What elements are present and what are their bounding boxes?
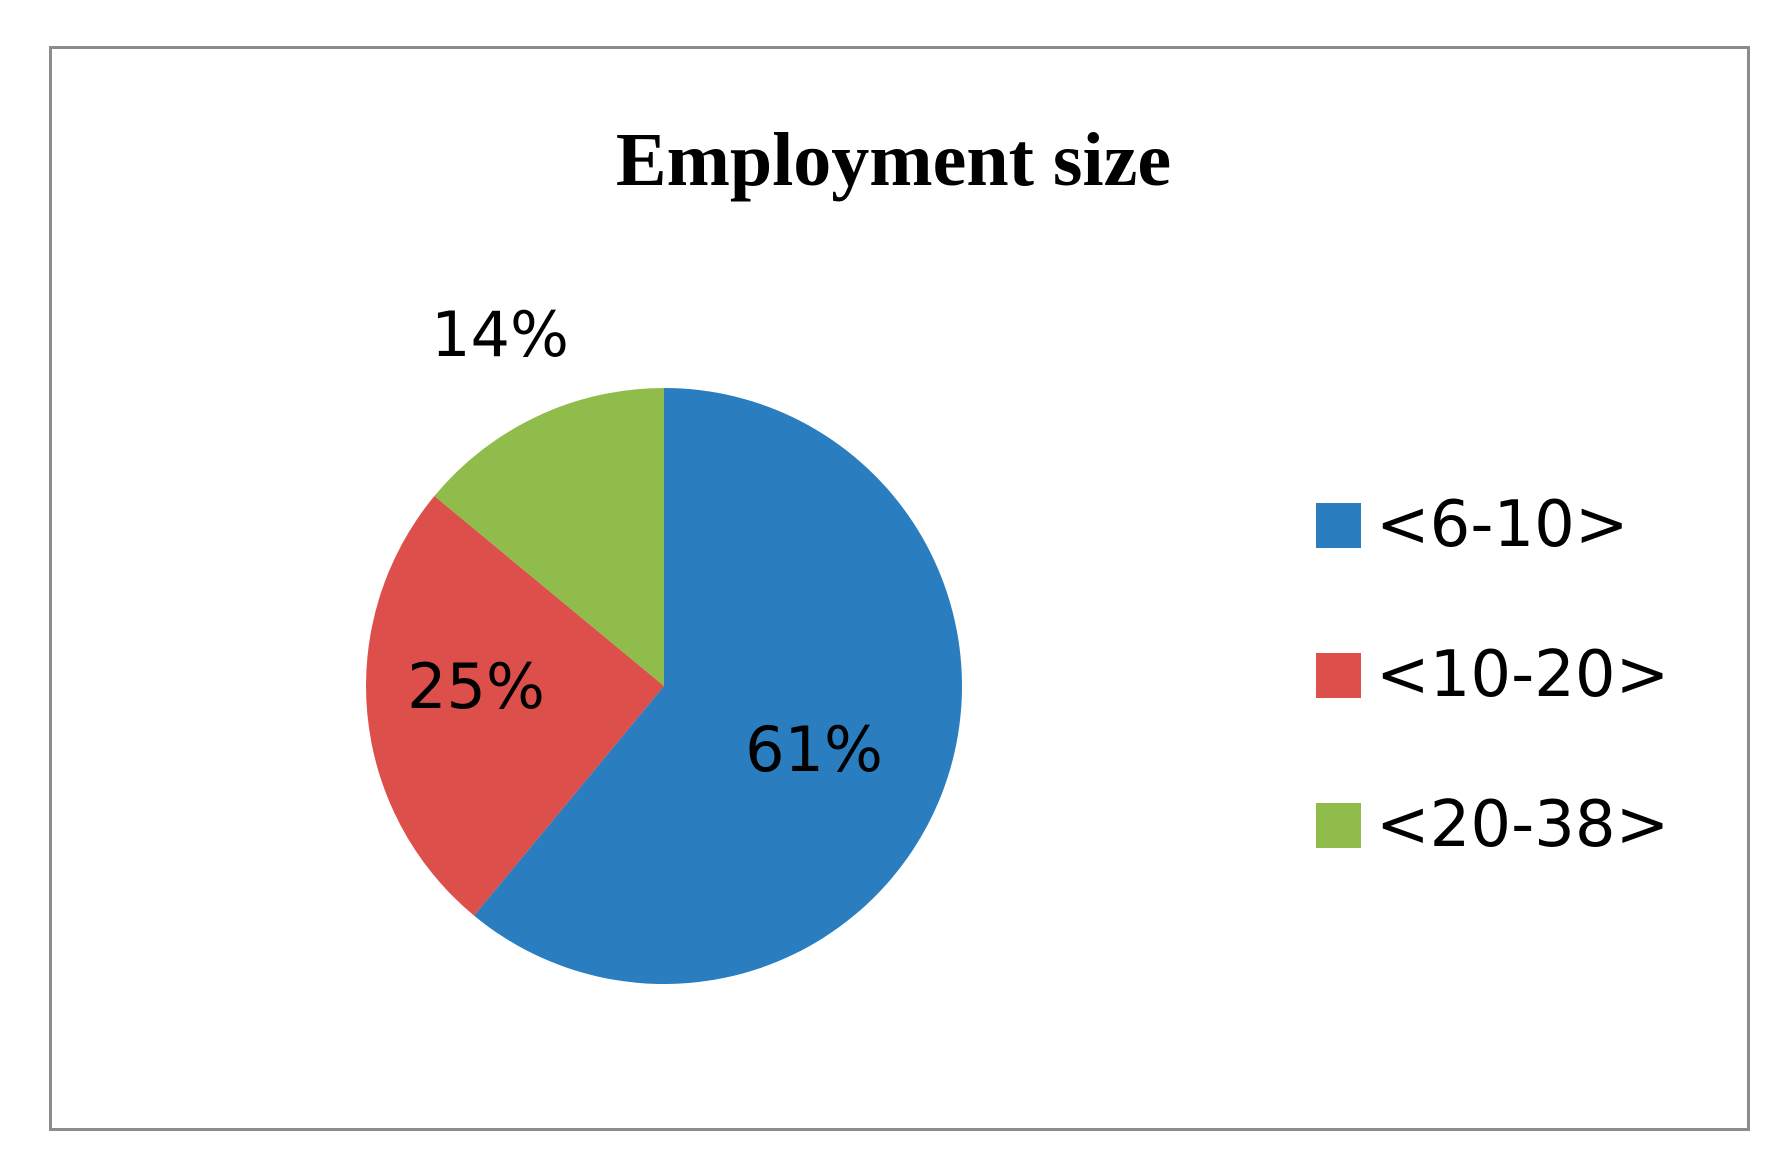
- pie-slice: [434, 388, 664, 686]
- legend-label: <20-38>: [1376, 788, 1670, 862]
- pie-slice: [474, 388, 962, 985]
- legend-label: <6-10>: [1376, 488, 1629, 562]
- legend-swatch: [1316, 653, 1361, 698]
- legend-label: <10-20>: [1376, 638, 1670, 712]
- pie-slice: [366, 496, 664, 916]
- data-label: 25%: [407, 650, 545, 723]
- data-label: 14%: [431, 298, 569, 371]
- data-label: 61%: [745, 713, 883, 786]
- chart-title: Employment size: [615, 118, 1172, 202]
- legend-swatch: [1316, 503, 1361, 548]
- legend-swatch: [1316, 803, 1361, 848]
